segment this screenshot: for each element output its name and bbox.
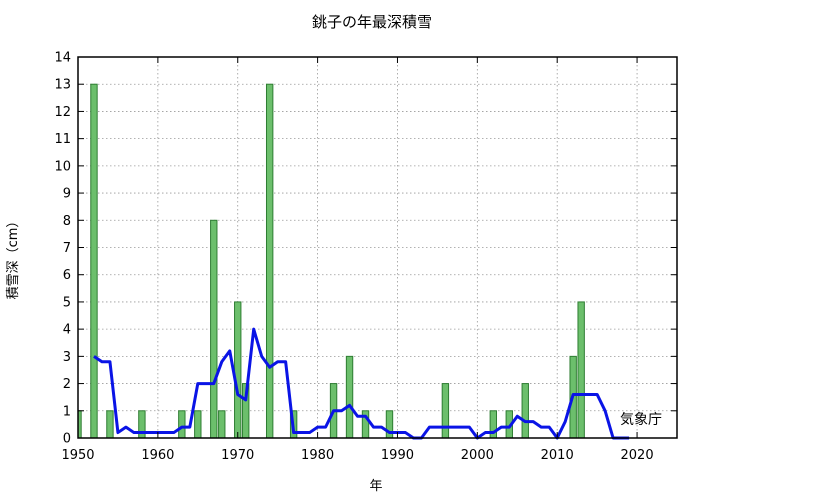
x-tick-labels: 1950 1960 1970 1980 1990 2000 2010 2020	[61, 448, 653, 463]
y-tick-label: 1	[63, 404, 71, 419]
y-tick-label: 11	[54, 132, 71, 147]
bar	[218, 410, 226, 439]
axis-ticks	[77, 56, 677, 439]
x-tick-label: 2020	[621, 448, 654, 463]
bar	[210, 219, 218, 439]
bar	[521, 383, 529, 439]
y-tick-label: 4	[63, 323, 71, 338]
y-tick-label: 9	[63, 187, 71, 202]
running-mean-line	[93, 327, 630, 440]
bar	[265, 83, 274, 439]
bar	[441, 383, 450, 439]
chart-title: 銚子の年最深積雪	[312, 13, 432, 31]
x-tick-label: 2000	[461, 448, 494, 463]
bar	[234, 301, 242, 439]
credit-label: 気象庁	[620, 412, 662, 428]
running-mean-line-series	[93, 327, 630, 440]
y-axis-title: 積雪深（cm）	[6, 215, 21, 300]
x-tick-label: 1980	[301, 448, 334, 463]
y-tick-label: 14	[54, 51, 71, 66]
bar	[577, 301, 585, 439]
grid	[78, 57, 677, 438]
y-tick-label: 12	[54, 105, 71, 120]
x-tick-label: 1950	[61, 448, 94, 463]
x-tick-label: 2010	[541, 448, 574, 463]
y-tick-label: 2	[63, 377, 71, 392]
bar	[194, 410, 202, 439]
y-tick-label: 13	[54, 78, 71, 93]
y-tick-label: 8	[63, 214, 71, 229]
bar	[106, 410, 114, 439]
y-tick-label: 3	[63, 350, 71, 365]
bar-series	[77, 83, 585, 439]
x-tick-label: 1960	[141, 448, 174, 463]
y-tick-label: 0	[63, 432, 71, 447]
x-axis-title: 年	[369, 479, 382, 494]
y-tick-label: 10	[54, 159, 71, 174]
bar	[345, 355, 354, 439]
y-tick-label: 7	[63, 241, 71, 256]
bar	[90, 83, 98, 439]
y-tick-label: 5	[63, 295, 71, 310]
y-tick-label: 6	[63, 268, 71, 283]
bar	[178, 410, 186, 439]
x-tick-label: 1970	[221, 448, 254, 463]
x-tick-label: 1990	[381, 448, 414, 463]
